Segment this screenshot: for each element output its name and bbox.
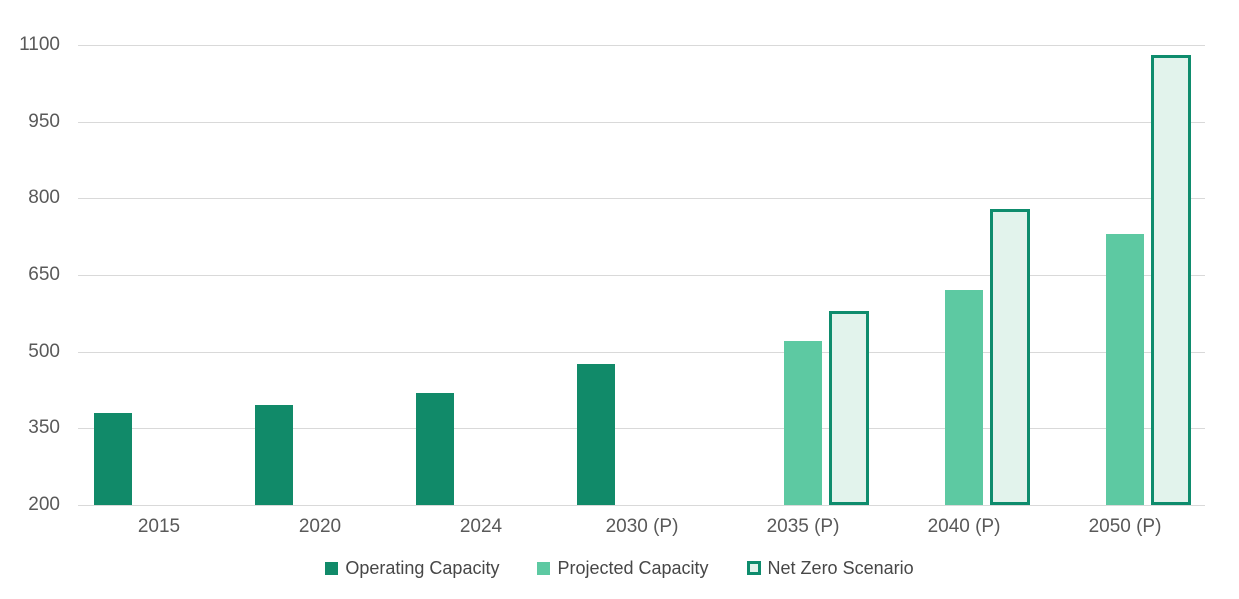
bar-operating-capacity-0 [94,413,132,505]
gridline [78,505,1205,506]
bar-operating-capacity-1 [255,405,293,505]
y-axis-tick-label: 500 [28,340,60,362]
y-axis-tick-label: 200 [28,494,60,515]
x-axis-category-label: 2015 [137,516,181,537]
bar-net-zero-scenario-6 [1151,55,1191,505]
y-axis-tick-label: 800 [28,187,60,209]
bar-projected-capacity-6 [1106,234,1144,505]
gridline [78,275,1205,276]
legend: Operating Capacity Projected Capacity Net … [0,557,1239,579]
bar-net-zero-scenario-5 [990,208,1030,505]
y-axis-tick-label: 1100 [19,34,60,55]
legend-label: Operating Capacity [345,558,500,578]
y-axis-tick-label: 650 [28,264,60,285]
x-axis-category-label: 2040 (P) [927,516,1001,537]
legend-item-projected-capacity: Projected Capacity [537,557,709,579]
gridline [78,45,1205,46]
bar-operating-capacity-3 [577,364,615,505]
bar-projected-capacity-4 [784,341,822,505]
y-axis-tick-label: 950 [28,110,60,132]
bar-net-zero-scenario-4 [829,310,869,505]
legend-swatch-icon [325,561,339,575]
legend-label: Net Zero Scenario [767,558,914,578]
legend-swatch-icon [537,561,551,575]
x-axis-category-label: 2035 (P) [766,516,840,537]
legend-swatch-icon [746,561,761,575]
gridline [78,198,1205,200]
legend-item-operating-capacity: Operating Capacity [325,557,499,579]
x-axis-category-label: 2030 (P) [605,516,679,537]
bar-projected-capacity-5 [945,290,983,505]
gridline [78,121,1205,123]
x-axis-category-label: 2050 (P) [1088,516,1162,537]
bar-operating-capacity-2 [416,392,454,505]
gridline [78,428,1205,430]
x-axis-category-label: 2020 [298,516,342,537]
legend-label: Projected Capacity [557,558,709,578]
y-axis-tick-label: 350 [28,417,60,439]
legend-item-net-zero-scenario: Net Zero Scenario [746,557,914,579]
gridline [78,351,1205,353]
x-axis-category-label: 2024 [459,516,503,537]
